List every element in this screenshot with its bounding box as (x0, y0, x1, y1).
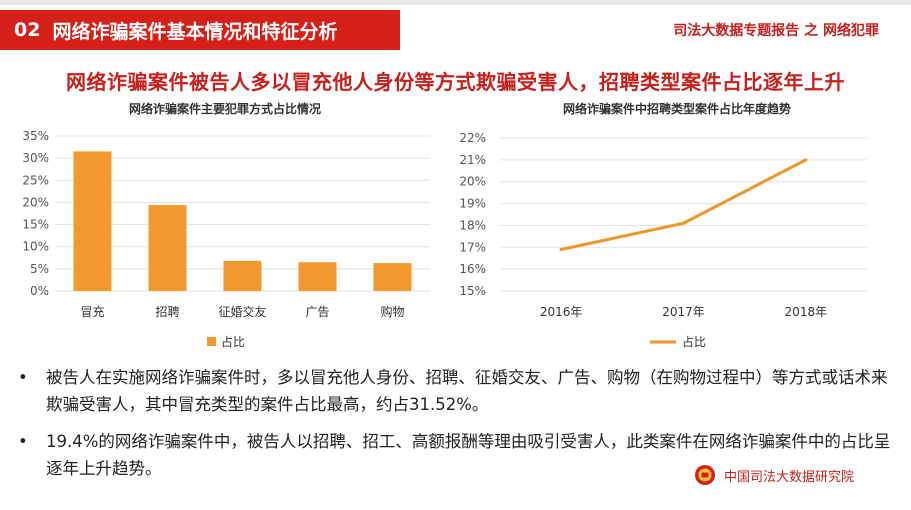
y-tick-label: 0% (30, 284, 49, 298)
bullet-text: 被告人在实施网络诈骗案件时，多以冒充他人身份、招聘、征婚交友、广告、购物（在购物… (46, 368, 888, 414)
bullet-item: • 被告人在实施网络诈骗案件时，多以冒充他人身份、招聘、征婚交友、广告、购物（在… (18, 364, 898, 418)
x-tick-label: 征婚交友 (218, 304, 266, 319)
y-tick-label: 20% (22, 195, 49, 209)
top-rule (0, 0, 911, 5)
data-point (804, 158, 808, 162)
bar (73, 151, 112, 291)
y-tick-label: 20% (459, 175, 486, 189)
y-tick-label: 16% (459, 262, 486, 276)
x-tick-label: 招聘 (155, 305, 179, 319)
y-tick-label: 22% (459, 131, 486, 145)
y-tick-label: 35% (22, 129, 49, 143)
x-tick-label: 2018年 (785, 305, 828, 319)
x-tick-label: 2017年 (662, 305, 705, 319)
bullet-list: • 被告人在实施网络诈骗案件时，多以冒充他人身份、招聘、征婚交友、广告、购物（在… (18, 364, 898, 492)
legend-swatch (207, 337, 216, 346)
data-point (681, 221, 686, 225)
y-tick-label: 21% (459, 153, 486, 167)
court-emblem-icon (695, 465, 715, 485)
y-tick-label: 25% (22, 173, 49, 187)
legend-label: 占比 (682, 334, 706, 349)
bar (148, 205, 187, 291)
line-chart-title: 网络诈骗案件中招聘类型案件占比年度趋势 (562, 102, 791, 116)
report-tag: 司法大数据专题报告 之 网络犯罪 (673, 23, 879, 39)
section-banner: 02 网络诈骗案件基本情况和特征分析 (0, 10, 400, 50)
bar (223, 260, 262, 291)
line-chart: 15% 16% 17% 18% 19% 20% 21% 22% 2016年 2017年 2018年占… (459, 131, 867, 349)
slide-headline: 网络诈骗案件被告人多以冒充他人身份等方式欺骗受害人，招聘类型案件占比逐年上升 (66, 70, 845, 94)
y-tick-label: 18% (459, 218, 486, 232)
line-chart-panel: 网络诈骗案件中招聘类型案件占比年度趋势 15% 16% 17% 18% 19% 20% 21… (452, 98, 902, 358)
x-tick-label: 2016年 (540, 305, 583, 319)
bar-chart-panel: 网络诈骗案件主要犯罪方式占比情况 0% 5% 10% 15% 20% 25% 30% 35% 冒… (10, 98, 440, 358)
y-tick-label: 5% (30, 262, 49, 276)
y-tick-label: 10% (22, 240, 49, 254)
section-title: 网络诈骗案件基本情况和特征分析 (52, 20, 338, 43)
bullet-marker: • (18, 368, 28, 387)
x-tick-label: 广告 (305, 305, 329, 319)
section-number: 02 (14, 19, 41, 41)
bar (298, 262, 337, 291)
y-tick-label: 15% (459, 284, 486, 298)
org-name: 中国司法大数据研究院 (724, 469, 855, 485)
y-tick-label: 30% (22, 151, 49, 165)
bullet-marker: • (18, 432, 28, 451)
data-point (559, 247, 563, 252)
y-tick-label: 15% (22, 218, 49, 232)
bar-chart-title: 网络诈骗案件主要犯罪方式占比情况 (128, 102, 321, 116)
y-tick-label: 19% (459, 197, 486, 211)
bullet-text: 19.4%的网络诈骗案件中，被告人以招聘、招工、高额报酬等理由吸引受害人，此类案… (46, 432, 891, 478)
footer-logo: 中国司法大数据研究院 (694, 464, 854, 486)
bullet-item: • 19.4%的网络诈骗案件中，被告人以招聘、招工、高额报酬等理由吸引受害人，此… (18, 428, 898, 482)
legend-label: 占比 (221, 334, 245, 349)
y-tick-label: 17% (459, 240, 486, 254)
series-line (560, 158, 807, 251)
bar (373, 263, 412, 291)
x-tick-label: 购物 (380, 304, 404, 319)
x-tick-label: 冒充 (80, 304, 104, 319)
